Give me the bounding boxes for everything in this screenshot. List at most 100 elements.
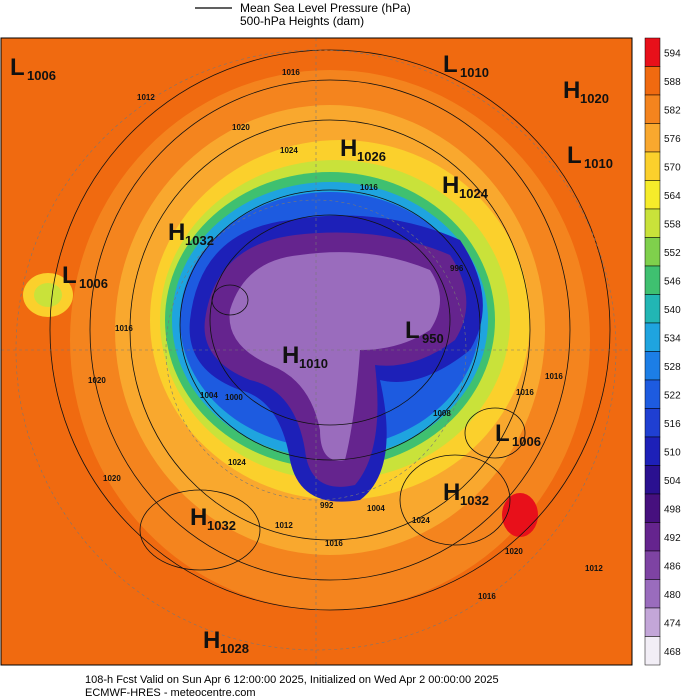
colorbar-swatch: [644, 94, 661, 124]
isobar-label: 1000: [225, 393, 243, 402]
colorbar-label: 552: [664, 248, 681, 259]
colorbar-label: 564: [664, 191, 681, 202]
colorbar-label: 498: [664, 504, 681, 515]
colorbar-swatch: [644, 66, 661, 96]
footer-text: ECMWF-HRES - meteocentre.com: [85, 687, 256, 699]
center-letter: H: [282, 342, 299, 369]
center-letter: L: [405, 317, 420, 344]
colorbar-swatch: [644, 294, 661, 324]
colorbar-swatch: [644, 522, 661, 552]
center-letter: L: [443, 51, 458, 78]
colorbar: 594 588 582 576 570 564 558 552 546 540 534 528 522 5…: [644, 37, 681, 666]
center-letter: L: [10, 54, 25, 81]
isobar-label: 1016: [325, 539, 343, 548]
isobar-label: 1004: [367, 504, 385, 513]
colorbar-label: 588: [664, 77, 681, 88]
map: [0, 37, 633, 666]
center-value: 1032: [460, 493, 489, 508]
legend-text: 500-hPa Heights (dam): [240, 14, 364, 28]
isobar-label: 1020: [232, 123, 250, 132]
center-letter: L: [495, 420, 510, 447]
center-value: 1026: [357, 149, 386, 164]
colorbar-swatch: [644, 123, 661, 153]
center-value: 1010: [584, 156, 613, 171]
isobar-label: 1016: [360, 183, 378, 192]
isobar-label: 1016: [282, 68, 300, 77]
colorbar-label: 576: [664, 134, 681, 145]
isobar-label: 1020: [103, 474, 121, 483]
colorbar-label: 582: [664, 105, 681, 116]
center-value: 1024: [459, 186, 489, 201]
colorbar-swatch: [644, 237, 661, 267]
center-letter: H: [203, 627, 220, 654]
isobar-label: 1016: [545, 372, 563, 381]
isobar-label: 1012: [585, 564, 603, 573]
center-letter: H: [442, 172, 459, 199]
colorbar-label: 510: [664, 447, 681, 458]
center-value: 1032: [185, 233, 214, 248]
colorbar-swatch: [644, 322, 661, 352]
colorbar-swatch: [644, 493, 661, 523]
colorbar-label: 480: [664, 590, 681, 601]
colorbar-swatch: [644, 151, 661, 181]
colorbar-swatch: [644, 265, 661, 295]
isobar-label: 1016: [478, 592, 496, 601]
colorbar-swatch: [644, 351, 661, 381]
colorbar-label: 522: [664, 390, 681, 401]
center-value: 1010: [299, 356, 328, 371]
isobar-label: 1016: [115, 324, 133, 333]
colorbar-label: 516: [664, 419, 681, 430]
isobar-label: 1024: [412, 516, 430, 525]
colorbar-label: 594: [664, 48, 681, 59]
isobar-label: 1004: [200, 391, 218, 400]
legend-text: Mean Sea Level Pressure (hPa): [240, 1, 411, 15]
center-letter: H: [168, 219, 185, 246]
center-value: 1028: [220, 641, 249, 656]
colorbar-swatch: [644, 436, 661, 466]
colorbar-label: 474: [664, 618, 681, 629]
center-value: 1010: [460, 65, 489, 80]
colorbar-swatch: [644, 607, 661, 637]
isobar-label: 1012: [275, 521, 293, 530]
center-value: 1006: [27, 68, 56, 83]
colorbar-label: 534: [664, 333, 681, 344]
isobar-label: 996: [450, 264, 464, 273]
center-letter: L: [62, 262, 77, 289]
center-value: 950: [422, 331, 444, 346]
isobar-label: 1020: [505, 547, 523, 556]
center-letter: H: [563, 77, 580, 104]
colorbar-swatch: [644, 636, 661, 666]
colorbar-label: 570: [664, 162, 681, 173]
isobar-label: 1024: [228, 458, 246, 467]
colorbar-swatch: [644, 550, 661, 580]
colorbar-swatch: [644, 37, 661, 67]
isobar-label: 992: [320, 501, 334, 510]
colorbar-swatch: [644, 379, 661, 409]
center-letter: H: [340, 135, 357, 162]
colorbar-swatch: [644, 408, 661, 438]
colorbar-label: 504: [664, 476, 681, 487]
center-value: 1020: [580, 91, 609, 106]
isobar-label: 1012: [137, 93, 155, 102]
colorbar-label: 558: [664, 219, 681, 230]
center-letter: H: [443, 479, 460, 506]
center-letter: H: [190, 504, 207, 531]
colorbar-label: 486: [664, 561, 681, 572]
center-value: 1006: [512, 434, 541, 449]
colorbar-label: 468: [664, 647, 681, 658]
colorbar-swatch: [644, 180, 661, 210]
colorbar-label: 528: [664, 362, 681, 373]
center-letter: L: [567, 142, 582, 169]
center-value: 1006: [79, 276, 108, 291]
colorbar-swatch: [644, 208, 661, 238]
isobar-label: 1008: [433, 409, 451, 418]
colorbar-label: 540: [664, 305, 681, 316]
isobar-label: 1024: [280, 146, 298, 155]
colorbar-swatch: [644, 465, 661, 495]
colorbar-swatch: [644, 579, 661, 609]
isobar-label: 1016: [516, 388, 534, 397]
footer-text: 108-h Fcst Valid on Sun Apr 6 12:00:00 2…: [85, 674, 499, 686]
isobar-label: 1020: [88, 376, 106, 385]
colorbar-label: 546: [664, 276, 681, 287]
